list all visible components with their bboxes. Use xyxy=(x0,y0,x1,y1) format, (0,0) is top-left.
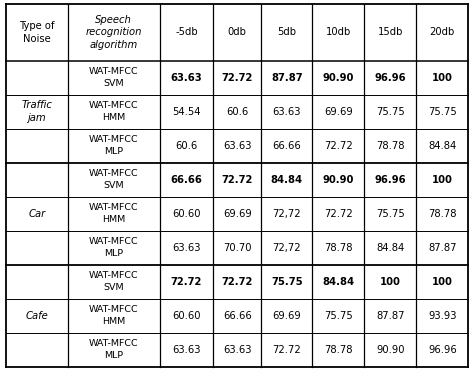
Text: 90.90: 90.90 xyxy=(322,174,354,184)
Text: 63.63: 63.63 xyxy=(223,345,252,355)
Text: 100: 100 xyxy=(380,276,401,286)
Text: 63.63: 63.63 xyxy=(172,243,201,253)
Text: 63.63: 63.63 xyxy=(223,141,252,151)
Text: 72.72: 72.72 xyxy=(324,209,353,219)
Text: 78.78: 78.78 xyxy=(428,209,456,219)
Text: 100: 100 xyxy=(432,72,453,82)
Text: 60.6: 60.6 xyxy=(175,141,198,151)
Text: WAT-MFCC
HMM: WAT-MFCC HMM xyxy=(89,102,138,122)
Text: 63.63: 63.63 xyxy=(273,106,301,116)
Text: 63.63: 63.63 xyxy=(171,72,202,82)
Text: WAT-MFCC
MLP: WAT-MFCC MLP xyxy=(89,135,138,155)
Text: 10db: 10db xyxy=(326,27,351,37)
Text: Traffic
jam: Traffic jam xyxy=(21,100,52,123)
Text: Speech
recognition
algorithm: Speech recognition algorithm xyxy=(86,15,142,50)
Text: Cafe: Cafe xyxy=(26,311,48,321)
Text: 72.72: 72.72 xyxy=(324,141,353,151)
Text: 84.84: 84.84 xyxy=(322,276,354,286)
Text: 75.75: 75.75 xyxy=(376,106,405,116)
Text: 69.69: 69.69 xyxy=(324,106,353,116)
Text: 54.54: 54.54 xyxy=(172,106,201,116)
Text: 93.93: 93.93 xyxy=(428,311,456,321)
Text: 0db: 0db xyxy=(228,27,247,37)
Text: 84.84: 84.84 xyxy=(428,141,456,151)
Text: 72,72: 72,72 xyxy=(273,243,301,253)
Text: 66.66: 66.66 xyxy=(273,141,301,151)
Text: Car: Car xyxy=(28,209,46,219)
Text: 20db: 20db xyxy=(429,27,455,37)
Text: 96.96: 96.96 xyxy=(374,174,406,184)
Text: 90.90: 90.90 xyxy=(376,345,404,355)
Text: -5db: -5db xyxy=(175,27,198,37)
Text: WAT-MFCC
SVM: WAT-MFCC SVM xyxy=(89,272,138,292)
Text: WAT-MFCC
MLP: WAT-MFCC MLP xyxy=(89,339,138,359)
Text: 87.87: 87.87 xyxy=(428,243,456,253)
Text: 60.60: 60.60 xyxy=(172,209,201,219)
Text: 5db: 5db xyxy=(277,27,296,37)
Text: 66.66: 66.66 xyxy=(223,311,252,321)
Text: 72.72: 72.72 xyxy=(222,72,253,82)
Text: 69.69: 69.69 xyxy=(223,209,252,219)
Text: WAT-MFCC
SVM: WAT-MFCC SVM xyxy=(89,68,138,88)
Text: 90.90: 90.90 xyxy=(322,72,354,82)
Text: 78.78: 78.78 xyxy=(324,345,353,355)
Text: Type of
Noise: Type of Noise xyxy=(19,21,55,44)
Text: 60.6: 60.6 xyxy=(226,106,248,116)
Text: WAT-MFCC
HMM: WAT-MFCC HMM xyxy=(89,305,138,326)
Text: 69.69: 69.69 xyxy=(273,311,301,321)
Text: 72.72: 72.72 xyxy=(171,276,202,286)
Text: WAT-MFCC
MLP: WAT-MFCC MLP xyxy=(89,237,138,257)
Text: 78.78: 78.78 xyxy=(324,243,353,253)
Text: 84.84: 84.84 xyxy=(376,243,404,253)
Text: 75.75: 75.75 xyxy=(271,276,302,286)
Text: 100: 100 xyxy=(432,276,453,286)
Text: 87.87: 87.87 xyxy=(376,311,404,321)
Text: WAT-MFCC
HMM: WAT-MFCC HMM xyxy=(89,203,138,224)
Text: 96.96: 96.96 xyxy=(374,72,406,82)
Text: 63.63: 63.63 xyxy=(172,345,201,355)
Text: 60.60: 60.60 xyxy=(172,311,201,321)
Text: 72.72: 72.72 xyxy=(273,345,301,355)
Text: 75.75: 75.75 xyxy=(324,311,353,321)
Text: 66.66: 66.66 xyxy=(171,174,202,184)
Text: 100: 100 xyxy=(432,174,453,184)
Text: 72,72: 72,72 xyxy=(273,209,301,219)
Text: 84.84: 84.84 xyxy=(271,174,303,184)
Text: 75.75: 75.75 xyxy=(376,209,405,219)
Text: 87.87: 87.87 xyxy=(271,72,302,82)
Text: 96.96: 96.96 xyxy=(428,345,456,355)
Text: 72.72: 72.72 xyxy=(222,174,253,184)
Text: WAT-MFCC
SVM: WAT-MFCC SVM xyxy=(89,170,138,190)
Text: 75.75: 75.75 xyxy=(428,106,456,116)
Text: 15db: 15db xyxy=(378,27,403,37)
Text: 70.70: 70.70 xyxy=(223,243,252,253)
Text: 72.72: 72.72 xyxy=(222,276,253,286)
Text: 78.78: 78.78 xyxy=(376,141,404,151)
